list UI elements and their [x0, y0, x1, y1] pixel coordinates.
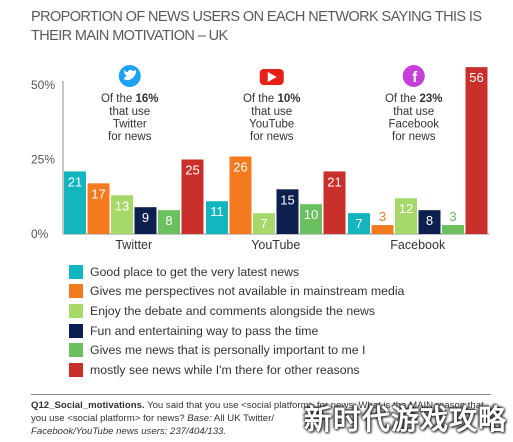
bar-twitter-1	[64, 171, 86, 234]
annotation-header: Of the 10%	[243, 93, 301, 105]
y-tick-label: 50%	[31, 78, 55, 92]
x-tick-label: Twitter	[115, 238, 152, 252]
data-label: 21	[68, 174, 82, 189]
bar-youtube-3	[253, 213, 275, 234]
annotation-line: for news	[250, 131, 294, 143]
data-label: 9	[142, 210, 149, 225]
data-label: 3	[449, 209, 456, 224]
annotation-line: Twitter	[113, 119, 147, 131]
annotation-prefix: Of the	[101, 93, 136, 105]
data-label: 7	[260, 216, 267, 231]
bar-facebook-3	[395, 198, 417, 234]
footnote-note: Facebook/YouTube news users: 237/404/133…	[31, 426, 227, 437]
legend-item: Good place to get the very latest news	[69, 262, 404, 282]
footnote-question-text: You said that you use <social platform> …	[31, 400, 484, 424]
legend-swatch	[69, 323, 83, 338]
bar-facebook-6	[465, 67, 488, 235]
x-tick-label: Facebook	[390, 238, 446, 252]
bar-twitter-3	[111, 195, 133, 234]
data-label: 3	[379, 209, 386, 224]
facebook-icon	[402, 65, 425, 87]
legend-item: Enjoy the debate and comments alongside …	[69, 301, 404, 321]
data-label: 15	[280, 192, 294, 207]
bar-twitter-2	[87, 183, 110, 234]
data-label: 12	[399, 201, 413, 216]
data-label: 17	[91, 186, 105, 201]
bar-youtube-4	[276, 189, 299, 234]
legend-label: Gives me perspectives not available in m…	[90, 284, 405, 299]
legend-swatch	[69, 343, 83, 358]
y-tick-label: 0%	[31, 227, 49, 241]
annotation-line: that use	[109, 106, 150, 118]
chart-title: PROPORTION OF NEWS USERS ON EACH NETWORK…	[31, 9, 482, 44]
annotation-prefix: Of the	[385, 93, 420, 105]
data-label: 8	[165, 213, 172, 228]
data-label: 21	[327, 174, 341, 189]
bar-facebook-1	[348, 213, 370, 234]
annotation-prefix: Of the	[243, 93, 278, 105]
annotation-line: YouTube	[249, 119, 294, 131]
annotation-percent: 16%	[136, 93, 159, 105]
data-label: 26	[233, 160, 247, 175]
data-label: 10	[304, 207, 318, 222]
legend-label: Enjoy the debate and comments alongside …	[90, 303, 376, 318]
data-label: 56	[469, 70, 483, 85]
data-label: 13	[115, 198, 129, 213]
data-label: 7	[355, 216, 362, 231]
bar-twitter-4	[134, 207, 157, 234]
annotation-header: Of the 23%	[385, 93, 443, 105]
annotation-percent: 23%	[420, 93, 443, 105]
bar-facebook-5	[442, 225, 464, 234]
legend-label: mostly see news while I'm there for othe…	[90, 362, 360, 377]
legend-item: Fun and entertaining way to pass the tim…	[69, 321, 404, 341]
bar-facebook-4	[418, 210, 441, 234]
footnote-divider	[31, 394, 491, 395]
annotation-line: Facebook	[388, 119, 439, 131]
legend-label: Good place to get the very latest news	[90, 264, 300, 279]
x-tick-label: YouTube	[251, 238, 300, 252]
annotation-line: that use	[251, 106, 292, 118]
annotation-percent: 10%	[278, 93, 301, 105]
annotation-line: for news	[108, 131, 152, 143]
footnote-base-label: Base:	[187, 413, 212, 424]
legend-label: Fun and entertaining way to pass the tim…	[90, 323, 319, 338]
bar-twitter-6	[181, 159, 204, 234]
legend-swatch	[69, 264, 83, 279]
data-label: 11	[210, 204, 224, 219]
footnote-base-text: All UK Twitter/	[211, 413, 274, 424]
bar-youtube-2	[229, 156, 252, 234]
bar-youtube-1	[206, 201, 228, 234]
annotation-line: that use	[393, 106, 434, 118]
bar-facebook-2	[371, 225, 394, 234]
legend-swatch	[69, 284, 83, 299]
facebook-glyph: f	[412, 69, 418, 86]
annotation-header: Of the 16%	[101, 93, 159, 105]
annotation-line: for news	[392, 131, 436, 143]
legend-swatch	[69, 303, 83, 318]
footnote-question-label: Q12_Social_motivations.	[31, 400, 145, 411]
twitter-bird	[123, 69, 136, 81]
bar-youtube-6	[323, 171, 346, 234]
data-label: 25	[185, 163, 199, 178]
youtube-icon-play	[267, 72, 277, 82]
bar-youtube-5	[300, 204, 322, 234]
y-tick-label: 25%	[31, 153, 55, 167]
footnote: Q12_Social_motivations. You said that yo…	[31, 399, 501, 438]
watermark: 新时代游戏攻略	[304, 403, 508, 436]
legend-label: Gives me news that is personally importa…	[90, 343, 366, 358]
legend-item: mostly see news while I'm there for othe…	[69, 360, 404, 380]
legend-item: Gives me perspectives not available in m…	[69, 282, 404, 302]
legend: Good place to get the very latest news Gi…	[69, 262, 404, 380]
legend-item: Gives me news that is personally importa…	[69, 340, 404, 360]
legend-swatch	[69, 362, 83, 377]
bar-twitter-5	[158, 210, 180, 234]
data-label: 8	[426, 213, 433, 228]
